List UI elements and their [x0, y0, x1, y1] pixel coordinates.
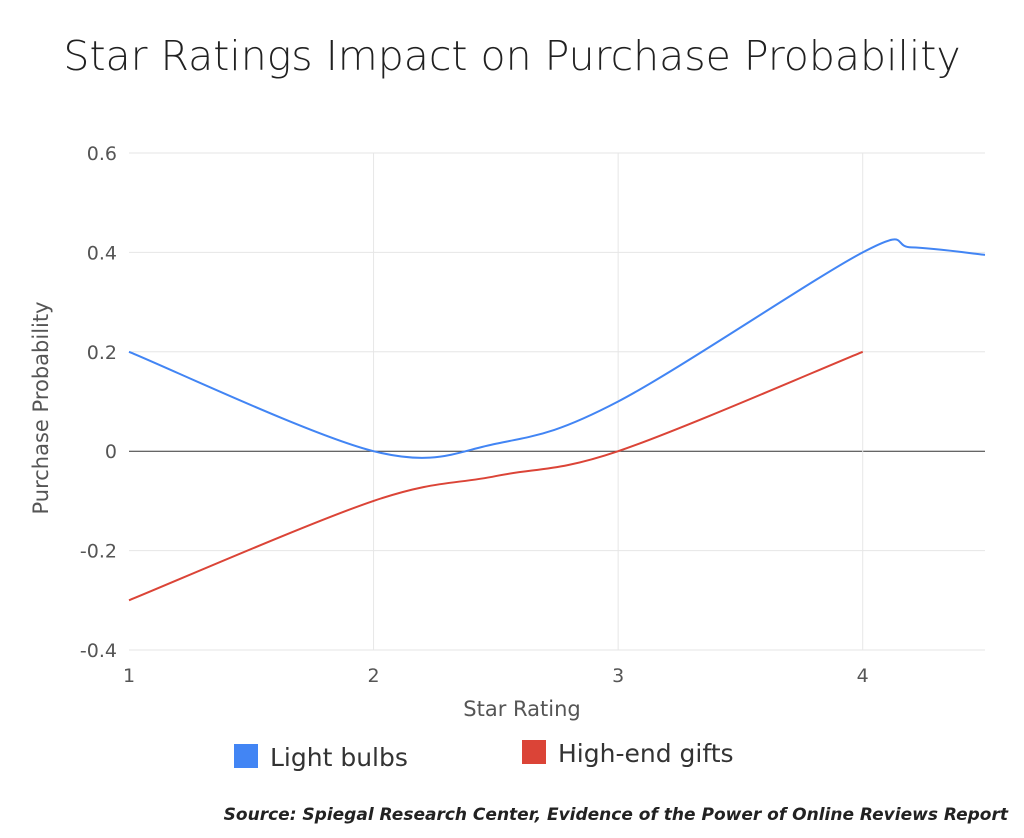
- x-tick-label: 1: [123, 665, 135, 687]
- series-lines: [128, 238, 986, 602]
- legend-label: High-end gifts: [558, 739, 734, 768]
- series-line-high-end-gifts: [128, 350, 864, 602]
- legend-item-high-end-gifts: High-end gifts: [522, 739, 734, 768]
- y-tick-label: 0.6: [87, 143, 117, 165]
- y-axis-title: Purchase Probability: [29, 301, 53, 514]
- legend-swatch: [522, 740, 546, 764]
- x-axis-title: Star Rating: [463, 697, 580, 721]
- axes: -0.4 -0.2 0 0.2 0.4 0.6 1 2 3 4: [80, 143, 869, 687]
- source-note: Source: Spiegal Research Center, Evidenc…: [224, 805, 1009, 825]
- x-tick-label: 4: [857, 665, 869, 687]
- legend: Light bulbs High-end gifts: [234, 739, 734, 772]
- legend-item-light-bulbs: Light bulbs: [234, 743, 408, 772]
- x-tick-label: 2: [368, 665, 380, 687]
- grid-lines: [129, 152, 985, 651]
- chart-title: Star Ratings Impact on Purchase Probabil…: [63, 32, 960, 80]
- y-tick-label: 0.2: [87, 342, 117, 364]
- y-tick-label: -0.2: [80, 541, 117, 563]
- legend-swatch: [234, 744, 258, 768]
- x-tick-label: 3: [612, 665, 624, 687]
- y-tick-label: 0: [105, 441, 117, 463]
- legend-label: Light bulbs: [270, 743, 408, 772]
- y-tick-label: -0.4: [80, 640, 117, 662]
- y-tick-label: 0.4: [87, 242, 117, 264]
- series-line-light-bulbs: [128, 238, 986, 459]
